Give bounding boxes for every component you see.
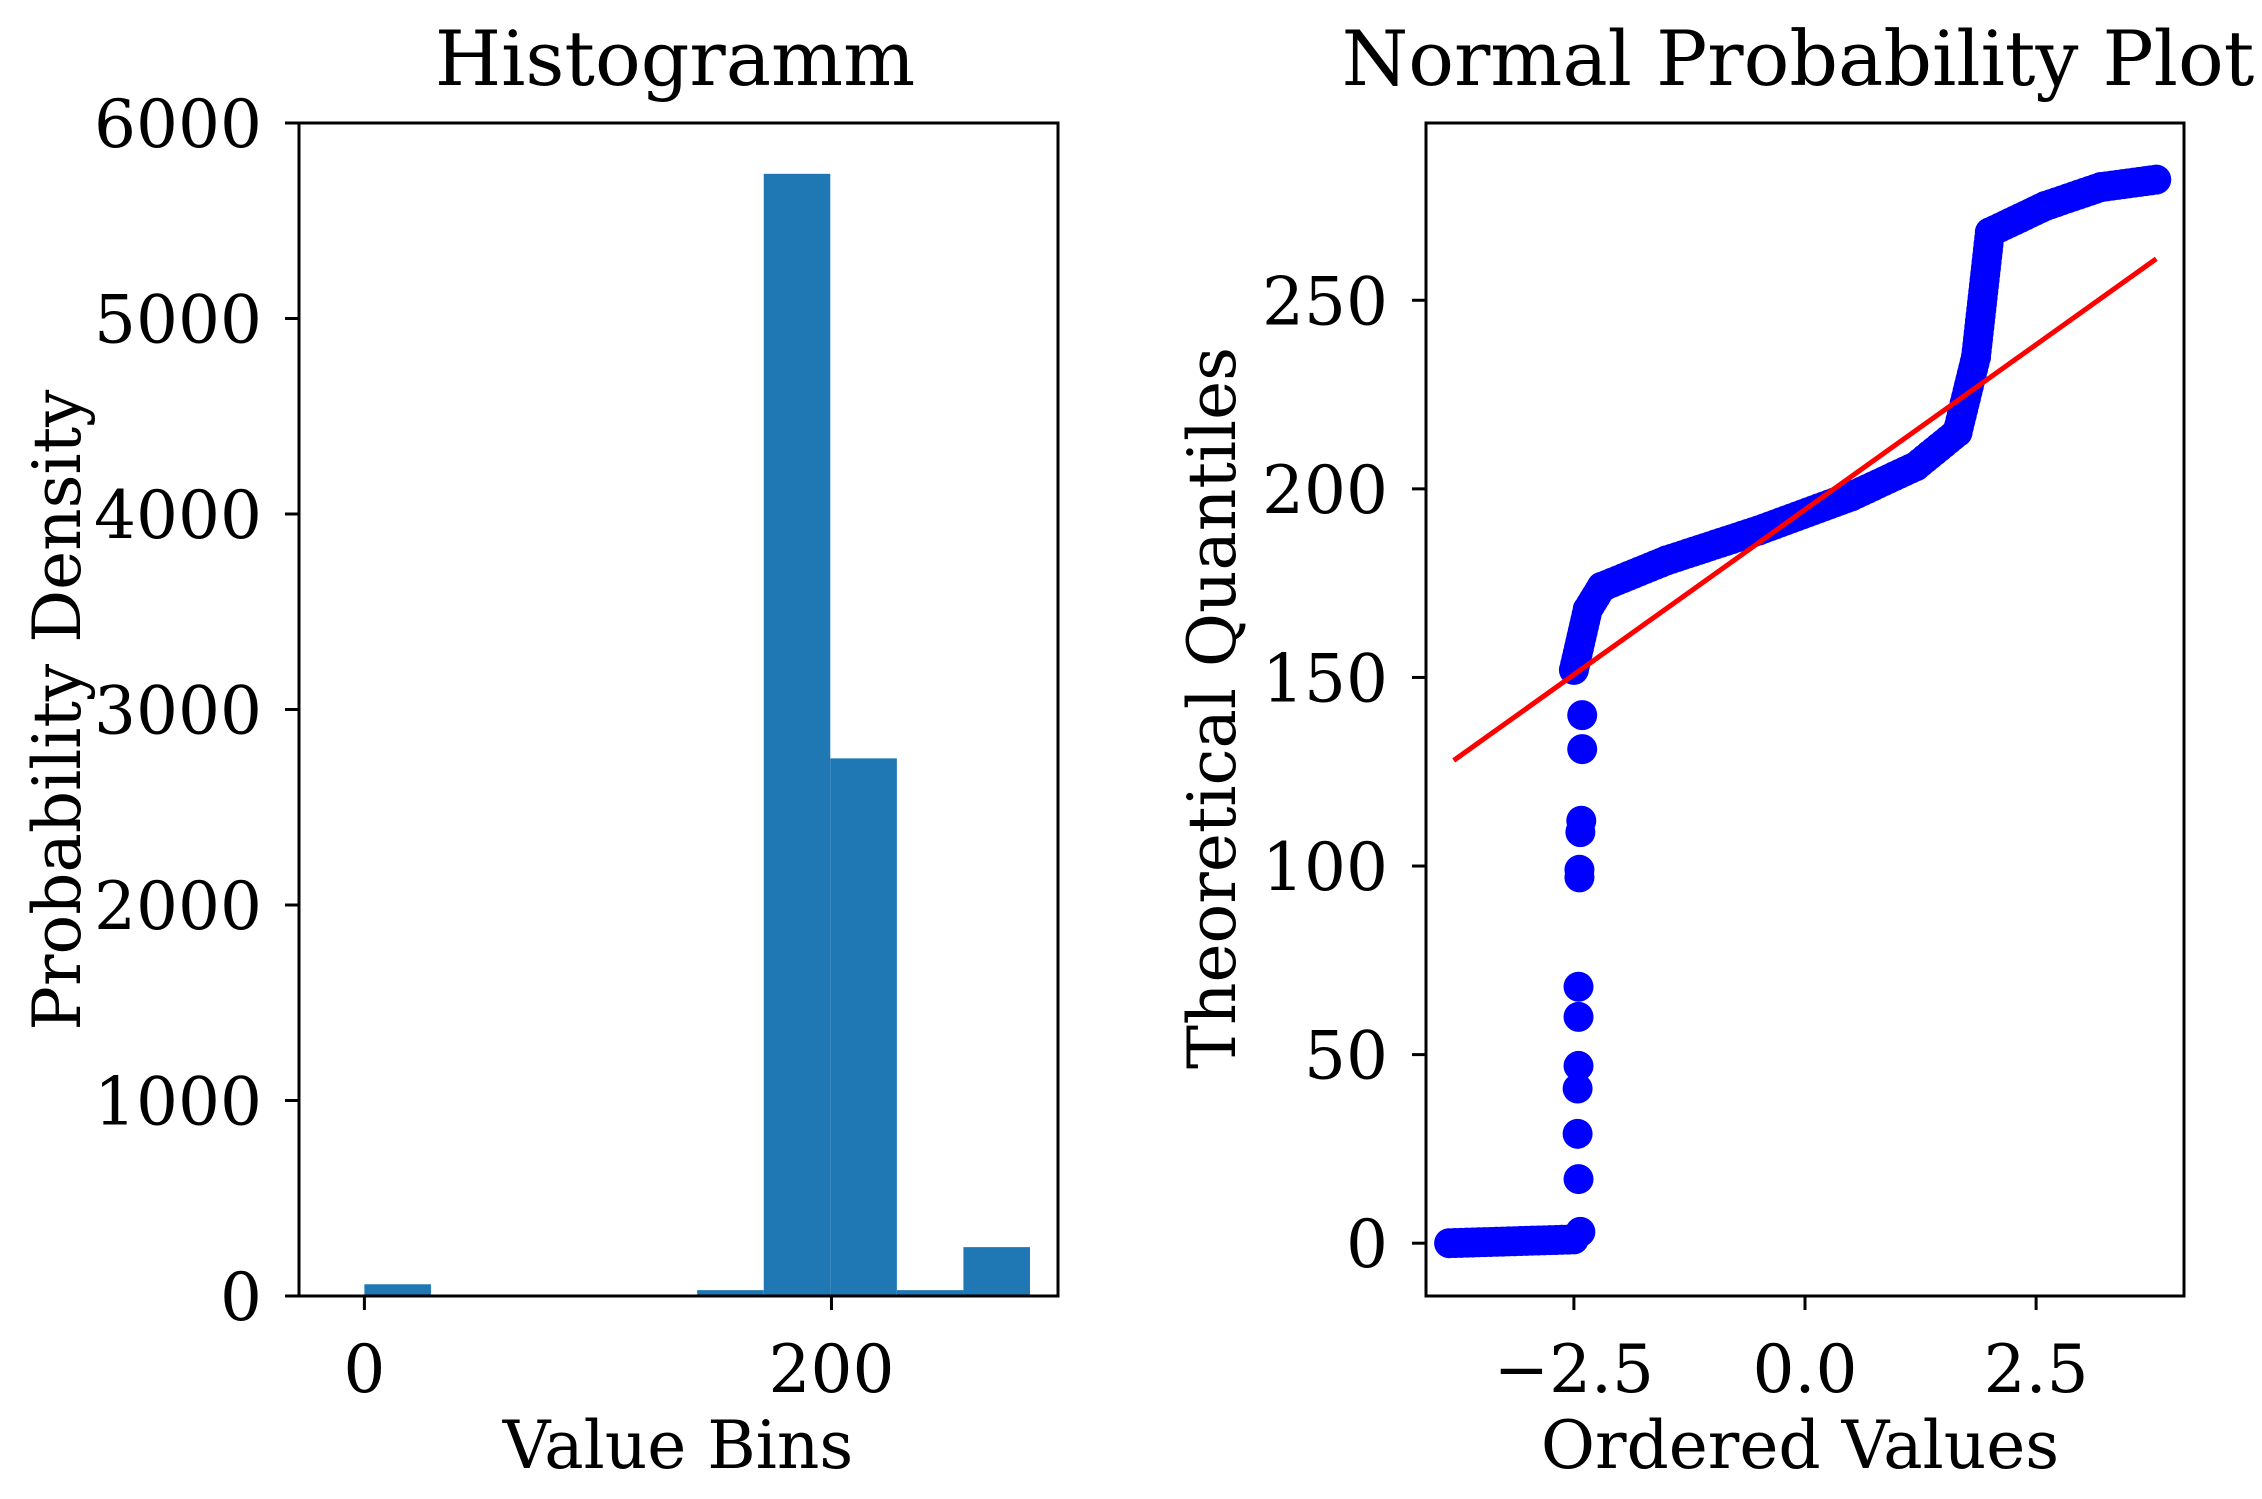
probability-plot-y-tick-label: 250 — [1262, 263, 1388, 340]
probability-plot-y-tick-label: 150 — [1262, 640, 1388, 717]
probability-plot-y-tick-label: 100 — [1262, 829, 1388, 906]
histogram-title: Histogramm — [435, 14, 915, 103]
probability-plot-x-axis-label: Ordered Values — [1541, 1407, 2059, 1484]
histogram-axes-frame — [297, 121, 1060, 1298]
fit-line — [1452, 256, 2158, 763]
probability-plot-point — [1565, 1216, 1596, 1247]
probability-plot-points — [1434, 164, 2172, 1259]
probability-plot-point — [1563, 1050, 1594, 1081]
probability-plot-ticks: −2.5 0.0 2.5 0 50 100 150 200 250 — [1262, 263, 2089, 1408]
histogram-y-tick-label: 4000 — [94, 477, 262, 554]
histogram-bar — [830, 758, 897, 1296]
probability-plot-y-tick-label: 50 — [1304, 1018, 1388, 1095]
probability-plot-panel: Normal Probability Plot −2.5 0.0 2.5 0 50 100… — [1174, 14, 2254, 1484]
probability-plot-point — [2141, 164, 2172, 195]
probability-plot-y-axis-label: Theoretical Quantiles — [1174, 347, 1251, 1069]
probability-plot-x-tick-label: 0.0 — [1753, 1331, 1858, 1408]
histogram-bar — [963, 1247, 1030, 1296]
probability-plot-title: Normal Probability Plot — [1342, 14, 2255, 103]
histogram-bars — [364, 173, 1030, 1297]
probability-plot-point — [1563, 1001, 1594, 1032]
histogram-x-tick-label: 200 — [768, 1331, 894, 1408]
probability-plot-point — [1567, 700, 1598, 731]
probability-plot-y-tick-label: 200 — [1262, 452, 1388, 529]
histogram-y-tick-label: 5000 — [94, 282, 262, 359]
histogram-bar — [763, 173, 831, 1297]
probability-plot-point — [1566, 805, 1597, 836]
probability-plot-point — [1564, 854, 1595, 885]
histogram-y-tick-label: 1000 — [94, 1064, 262, 1141]
histogram-bar — [364, 1284, 431, 1296]
probability-plot-point — [1567, 734, 1598, 765]
probability-plot-point — [1562, 1073, 1593, 1104]
histogram-x-tick-label: 0 — [343, 1331, 385, 1408]
histogram-bar — [896, 1290, 964, 1296]
probability-plot-y-tick-label: 0 — [1346, 1206, 1388, 1283]
probability-plot-point — [1563, 1164, 1594, 1195]
histogram-x-axis-label: Value Bins — [502, 1407, 854, 1484]
histogram-y-tick-label: 6000 — [94, 86, 262, 163]
histogram-panel: Histogramm 0 2000100020003000400050006000… — [19, 14, 1060, 1484]
histogram-y-tick-label: 0 — [220, 1259, 262, 1336]
histogram-y-tick-label: 2000 — [94, 868, 262, 945]
histogram-y-axis-label: Probability Density — [19, 389, 96, 1031]
probability-plot-point — [1562, 1118, 1593, 1149]
histogram-y-tick-label: 3000 — [94, 673, 262, 750]
histogram-bar — [697, 1290, 764, 1296]
probability-plot-x-tick-label: 2.5 — [1984, 1331, 2089, 1408]
probability-plot-x-tick-label: −2.5 — [1494, 1331, 1654, 1408]
probability-plot-axes-frame — [1424, 121, 2186, 1298]
probability-plot-point — [1563, 971, 1594, 1002]
